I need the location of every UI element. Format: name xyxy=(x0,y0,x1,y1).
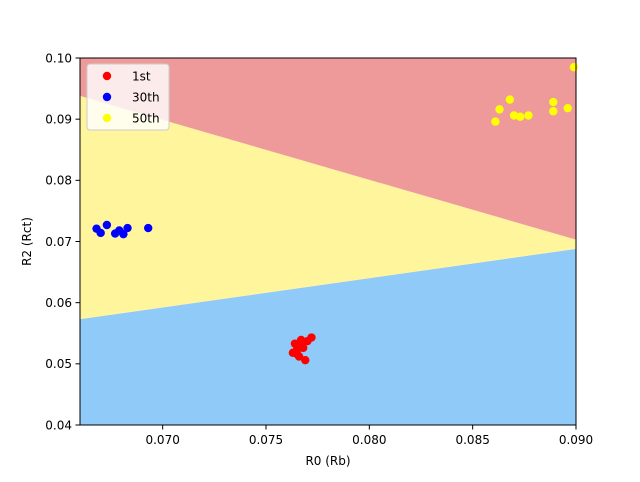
y-tick-label: 0.06 xyxy=(45,296,72,310)
legend-marker-30th xyxy=(102,92,112,102)
legend-marker-50th xyxy=(102,113,112,123)
legend-label-30th: 30th xyxy=(132,90,160,104)
x-tick-label: 0.085 xyxy=(455,433,489,447)
point-30th-5 xyxy=(119,229,128,239)
legend-marker-1st xyxy=(102,71,112,81)
point-1st-12 xyxy=(307,333,316,342)
y-tick-label: 0.04 xyxy=(45,418,72,432)
y-tick-label: 0.05 xyxy=(45,357,72,371)
x-tick-label: 0.075 xyxy=(249,433,283,447)
y-tick-label: 0.07 xyxy=(45,235,72,249)
x-tick-label: 0.080 xyxy=(352,433,386,447)
legend-box xyxy=(86,63,170,131)
point-30th-7 xyxy=(144,223,153,233)
point-50th-0 xyxy=(491,117,500,126)
data-points xyxy=(92,62,579,365)
axes: 0.070 0.075 0.080 0.085 0.090 0.04 0.05 0.06 0.0… xyxy=(20,51,593,468)
point-50th-1 xyxy=(495,105,504,114)
point-1st-10 xyxy=(301,355,310,365)
x-tick-label: 0.070 xyxy=(145,433,179,447)
x-tick-label: 0.090 xyxy=(559,433,593,447)
region-50th xyxy=(80,58,576,240)
y-tick-label: 0.08 xyxy=(45,174,72,188)
legend-label-50th: 50th xyxy=(132,111,160,125)
point-1st-9 xyxy=(299,343,308,353)
decision-regions xyxy=(80,58,576,425)
point-50th-4 xyxy=(516,112,525,121)
legend: 1st 30th 50th xyxy=(86,63,170,131)
y-tick-label: 0.10 xyxy=(45,51,72,65)
y-axis-label: R2 (Rct) xyxy=(20,217,34,266)
point-30th-6 xyxy=(123,223,132,233)
legend-label-1st: 1st xyxy=(132,69,151,83)
point-50th-7 xyxy=(549,97,558,107)
point-50th-5 xyxy=(524,111,533,120)
point-50th-2 xyxy=(505,95,515,104)
point-50th-8 xyxy=(563,103,572,113)
point-1st-5 xyxy=(294,352,304,361)
point-30th-1 xyxy=(96,228,105,238)
y-tick-label: 0.09 xyxy=(45,112,72,126)
x-axis-label: R0 (Rb) xyxy=(305,454,350,468)
point-50th-6 xyxy=(549,107,558,116)
region-1st xyxy=(80,248,576,425)
point-30th-2 xyxy=(102,220,112,230)
region-30th xyxy=(80,95,576,320)
point-50th-9 xyxy=(569,62,579,72)
